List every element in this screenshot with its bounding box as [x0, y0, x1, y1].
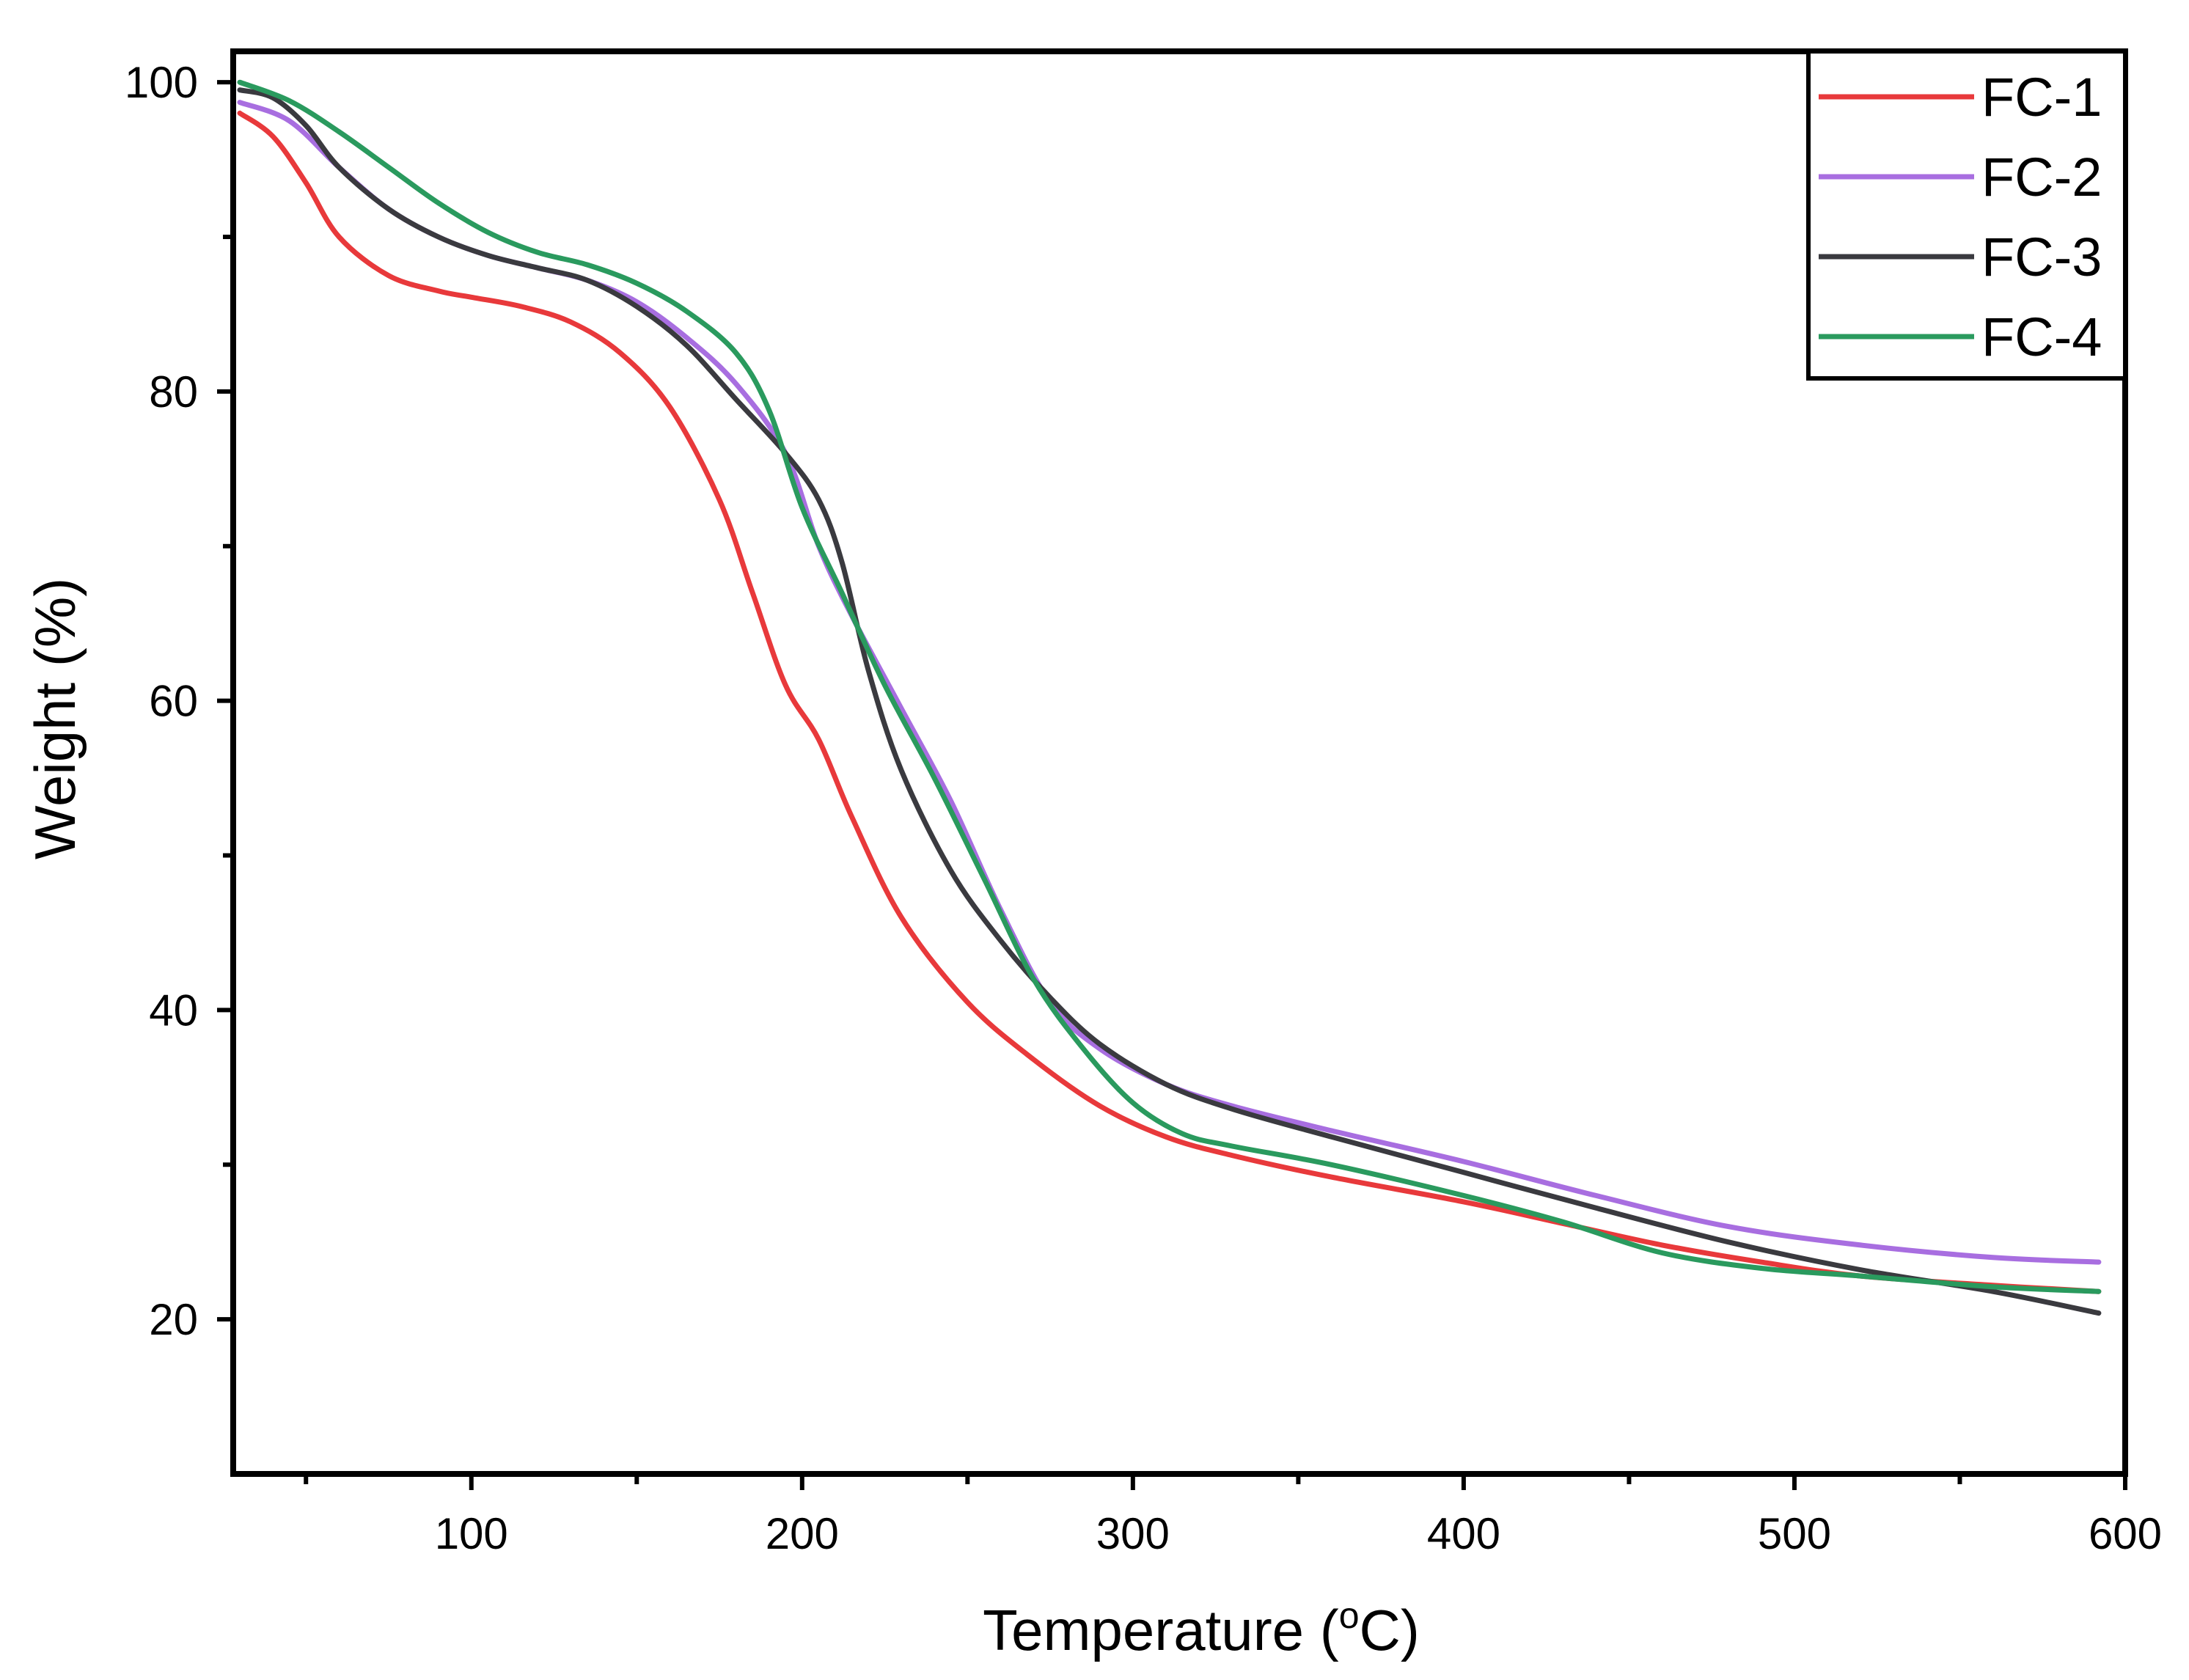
tick-layer: 100 200 300 400 500 600 20 40 60 80 100 — [125, 58, 2162, 1558]
x-axis-title: Temperature (oC) — [983, 1595, 1420, 1662]
legend: FC-1 FC-2 FC-3 FC-4 — [1806, 49, 2127, 381]
legend-label-fc-2: FC-2 — [1981, 147, 2102, 208]
y-tick-label: 80 — [149, 367, 198, 417]
y-axis-title: Weight (%) — [23, 578, 87, 859]
series-layer — [237, 79, 2102, 1316]
y-tick-label: 40 — [149, 986, 198, 1035]
x-axis-title-text: Temperature ( — [983, 1598, 1339, 1662]
y-tick-label: 100 — [125, 58, 198, 107]
y-tick-label: 60 — [149, 677, 198, 726]
legend-box — [1806, 49, 2127, 381]
x-tick-label: 200 — [766, 1509, 839, 1558]
x-axis-title-superscript: o — [1339, 1595, 1360, 1636]
x-tick-label: 400 — [1427, 1509, 1500, 1558]
x-tick-label: 300 — [1096, 1509, 1170, 1558]
legend-label-fc-4: FC-4 — [1981, 307, 2102, 367]
series-line-fc-4 — [237, 79, 2102, 1294]
x-tick-label: 100 — [435, 1509, 508, 1558]
series-line-fc-1 — [237, 110, 2102, 1294]
legend-label-fc-1: FC-1 — [1981, 67, 2102, 128]
x-tick-label: 600 — [2089, 1509, 2162, 1558]
x-tick-label: 500 — [1758, 1509, 1831, 1558]
plot-frame — [230, 48, 2128, 1477]
series-line-fc-3 — [237, 87, 2102, 1316]
x-axis-title-unit: C) — [1360, 1598, 1420, 1662]
y-tick-label: 20 — [149, 1295, 198, 1344]
legend-label-fc-3: FC-3 — [1981, 227, 2102, 287]
